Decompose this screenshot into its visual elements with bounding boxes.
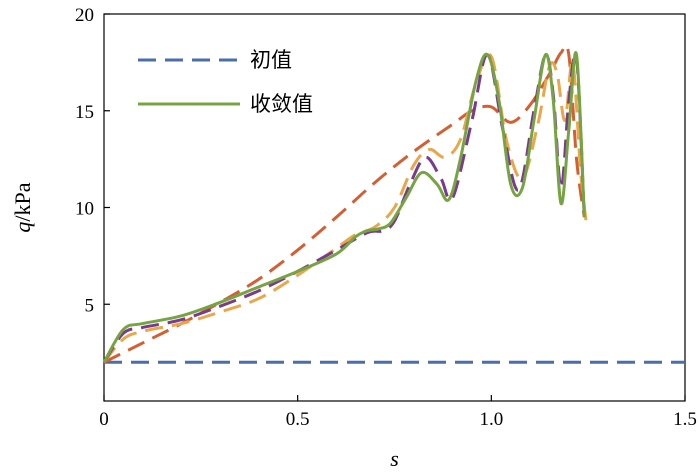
y-axis-title-variable: q [10,222,35,233]
x-tick-label: 1.0 [479,409,503,430]
legend: 初值 收敛值 [138,48,313,116]
ticks-layer: 0 0.5 1.0 1.5 5 10 15 20 [75,5,697,430]
series-layer [102,43,685,364]
x-tick-label: 0.5 [286,409,310,430]
y-axis-title-unit: /kPa [10,182,35,221]
y-tick-label: 15 [75,102,94,123]
x-tick-label: 1.5 [673,409,697,430]
y-axis-title: q/kPa [10,182,35,232]
series-line-2 [102,52,588,364]
y-tick-label: 5 [85,295,95,316]
origin-tick-label: 0 [99,409,109,430]
y-tick-label: 10 [75,199,94,220]
series-line-1 [103,43,586,364]
legend-label-converged: 收敛值 [250,92,313,116]
series-line-4 [102,51,586,364]
legend-label-initial: 初值 [250,48,292,72]
x-axis-title: s [390,446,399,471]
y-tick-label: 20 [75,5,94,26]
